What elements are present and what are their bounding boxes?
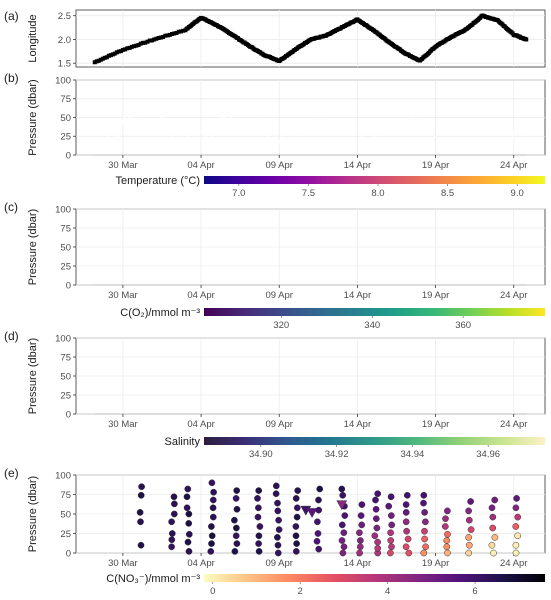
colorbar-tick-label: 7.0 bbox=[232, 188, 245, 199]
y-tick-label: 2.5 bbox=[58, 11, 71, 22]
longitude-point bbox=[116, 49, 121, 54]
longitude-point bbox=[181, 28, 186, 33]
longitude-point bbox=[104, 55, 109, 60]
mixed-layer-line bbox=[94, 109, 527, 149]
colorbar-tick-label: 7.5 bbox=[302, 188, 315, 199]
longitude-point bbox=[161, 34, 166, 39]
longitude-point bbox=[92, 60, 97, 65]
x-tick-label: 30 Mar bbox=[108, 160, 138, 171]
longitude-point bbox=[125, 46, 130, 51]
longitude-point bbox=[156, 35, 161, 40]
panel-1: (a) Longitude 1.5 2.0 2.5 bbox=[4, 9, 546, 70]
longitude-point bbox=[170, 31, 175, 36]
longitude-point bbox=[127, 45, 132, 50]
colorbar-tick-label: 9.0 bbox=[511, 188, 524, 199]
y-axis-title: Longitude bbox=[27, 14, 39, 62]
y-tick-label: 50 bbox=[60, 113, 71, 124]
longitude-point bbox=[524, 37, 529, 42]
longitude-point bbox=[147, 38, 152, 43]
longitude-point bbox=[152, 37, 157, 42]
longitude-point bbox=[149, 38, 154, 43]
colorbar-2: 7.0 7.5 8.0 8.5 9.0 Temperature (°C) bbox=[116, 175, 545, 199]
longitude-point bbox=[143, 40, 148, 45]
longitude-point bbox=[136, 42, 141, 47]
panel-letter: (a) bbox=[4, 9, 19, 23]
longitude-point bbox=[100, 56, 105, 61]
colorbar-tick-label: 8.5 bbox=[441, 188, 454, 199]
y-tick-label: 2.0 bbox=[58, 35, 71, 46]
y-tick-label: 100 bbox=[55, 75, 71, 86]
longitude-point bbox=[110, 52, 115, 57]
longitude-point bbox=[145, 39, 150, 44]
longitude-point bbox=[120, 47, 125, 52]
longitude-point bbox=[102, 55, 107, 60]
longitude-point bbox=[114, 50, 119, 55]
longitude-point bbox=[129, 44, 134, 49]
longitude-point bbox=[118, 49, 123, 54]
y-tick-label: 1.5 bbox=[58, 59, 71, 70]
longitude-point bbox=[98, 57, 103, 62]
x-tick-label: 24 Apr bbox=[500, 160, 527, 171]
panel-letter: (c) bbox=[4, 200, 18, 214]
longitude-point bbox=[174, 30, 179, 35]
longitude-point bbox=[132, 44, 137, 49]
colorbar-tick-label: 8.0 bbox=[371, 188, 384, 199]
longitude-point bbox=[123, 47, 128, 52]
longitude-point bbox=[141, 40, 145, 45]
y-axis-title: Pressure (dbar) bbox=[27, 79, 39, 155]
longitude-point bbox=[138, 41, 143, 46]
longitude-point bbox=[106, 53, 111, 58]
longitude-point bbox=[112, 51, 117, 56]
x-tick-label: 09 Apr bbox=[265, 160, 292, 171]
longitude-point bbox=[165, 33, 170, 38]
longitude-point bbox=[108, 53, 113, 58]
colorbar-rect bbox=[204, 176, 545, 184]
x-tick-label: 19 Apr bbox=[422, 160, 449, 171]
longitude-point bbox=[154, 36, 159, 41]
longitude-point bbox=[178, 29, 183, 34]
colorbar-title: Temperature (°C) bbox=[116, 175, 200, 187]
longitude-point bbox=[176, 29, 181, 34]
longitude-point bbox=[167, 32, 172, 37]
x-tick-label: 14 Apr bbox=[344, 160, 371, 171]
longitude-point bbox=[158, 35, 163, 40]
longitude-point bbox=[94, 59, 99, 64]
panel-letter: (b) bbox=[4, 71, 19, 85]
longitude-point bbox=[134, 43, 139, 48]
longitude-point bbox=[96, 58, 101, 63]
x-tick-label: 04 Apr bbox=[187, 160, 214, 171]
longitude-point bbox=[172, 31, 177, 36]
y-tick-label: 0 bbox=[66, 150, 71, 161]
y-tick-label: 25 bbox=[60, 132, 71, 143]
y-tick-label: 75 bbox=[60, 94, 71, 105]
panel-2: (b) 0 25 50 75 100 Pressure (dbar) 30 Mar 04 Apr… bbox=[4, 71, 546, 171]
longitude-point bbox=[163, 33, 168, 38]
